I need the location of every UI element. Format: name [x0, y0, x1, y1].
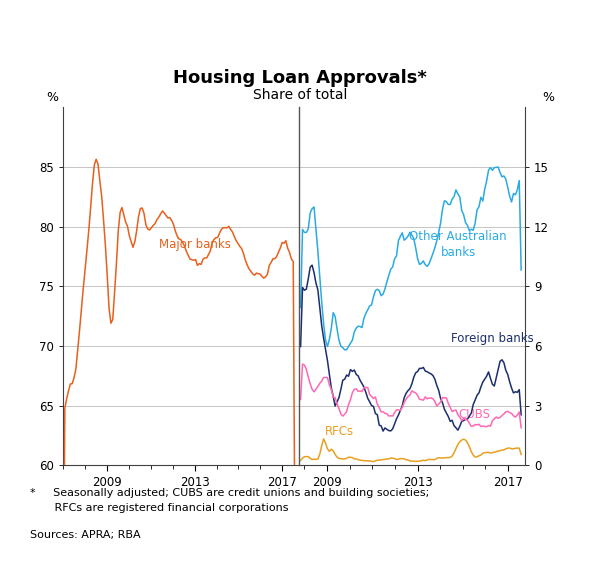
- Text: Other Australian
banks: Other Australian banks: [409, 230, 507, 259]
- Text: RFCs are registered financial corporations: RFCs are registered financial corporatio…: [30, 503, 289, 513]
- Text: Share of total: Share of total: [253, 87, 347, 102]
- Text: Major banks: Major banks: [158, 238, 230, 251]
- Text: RFCs: RFCs: [325, 425, 354, 438]
- Text: CUBS: CUBS: [458, 408, 490, 421]
- Text: Housing Loan Approvals*: Housing Loan Approvals*: [173, 69, 427, 87]
- Text: %: %: [46, 91, 58, 104]
- Text: *     Seasonally adjusted; CUBS are credit unions and building societies;: * Seasonally adjusted; CUBS are credit u…: [30, 488, 429, 498]
- Text: Foreign banks: Foreign banks: [451, 332, 534, 345]
- Text: %: %: [542, 91, 554, 104]
- Text: Sources: APRA; RBA: Sources: APRA; RBA: [30, 530, 140, 540]
